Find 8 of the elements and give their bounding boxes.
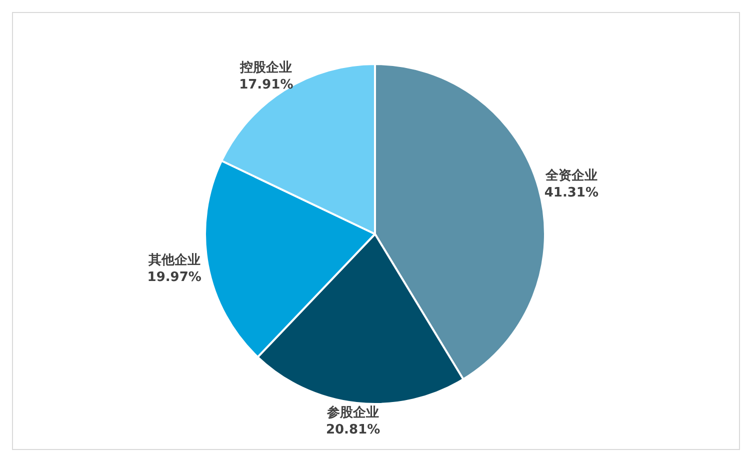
data-label: 41.31% [544,185,599,200]
slice-label: 全资企业 [544,168,598,184]
data-label: 20.81% [326,422,380,438]
data-label: 19.97% [147,270,202,285]
slice-label: 参股企业 [326,404,380,421]
slice-label: 其他企业 [147,252,200,268]
data-label: 17.91% [239,77,294,92]
slice-label: 控股企业 [239,60,292,76]
